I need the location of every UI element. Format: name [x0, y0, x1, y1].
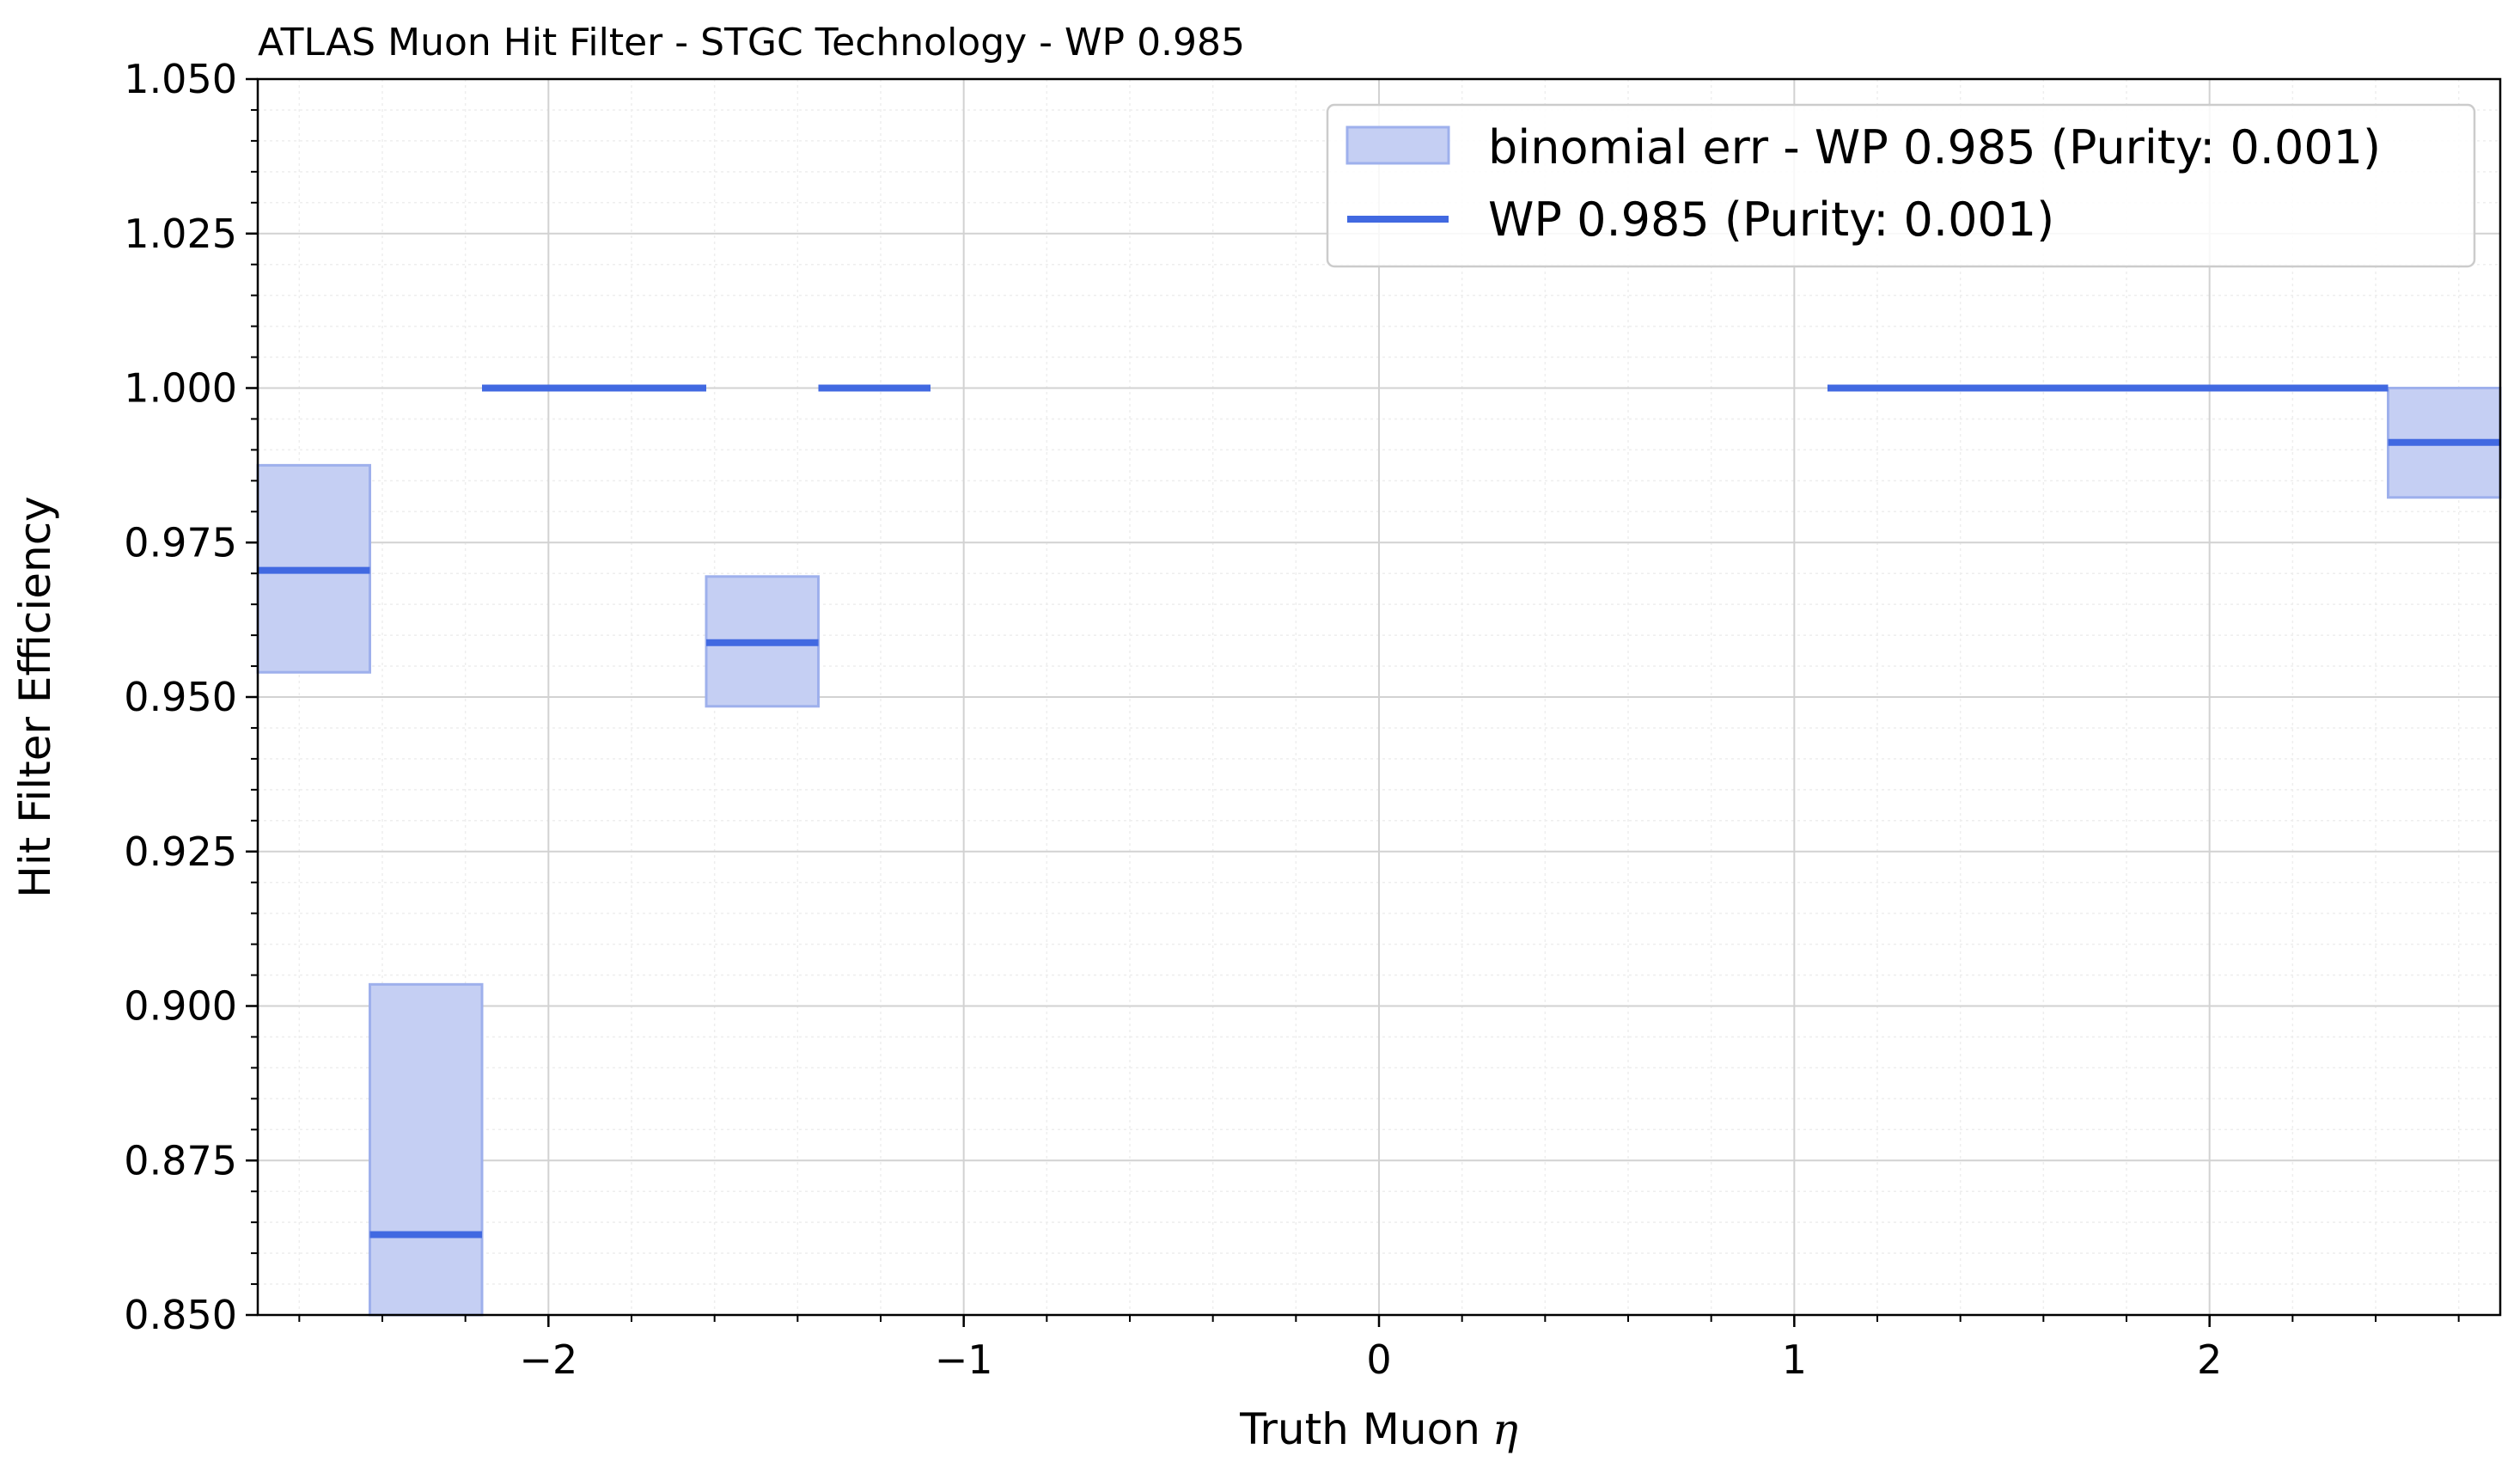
- y-tick-label: 0.925: [124, 829, 237, 875]
- y-tick-label: 0.975: [124, 519, 237, 566]
- x-tick-label: −1: [935, 1336, 993, 1383]
- legend-label-line: WP 0.985 (Purity: 0.001): [1488, 193, 2054, 247]
- y-tick-label: 1.025: [124, 211, 237, 257]
- y-axis-label: Hit Filter Efficiency: [10, 496, 60, 898]
- y-tick-label: 0.875: [124, 1137, 237, 1183]
- x-tick-label: 0: [1366, 1336, 1391, 1383]
- y-tick-labels: 0.850 0.875 0.900 0.925 0.950 0.975 1.000 1.025…: [124, 56, 237, 1338]
- legend-swatch-band: [1345, 125, 1450, 165]
- y-tick-label: 0.950: [124, 674, 237, 720]
- x-axis-label-text: Truth Muon: [1239, 1404, 1480, 1454]
- efficiency-steps: [258, 384, 2500, 1238]
- x-axis-label-symbol: η: [1492, 1404, 1518, 1454]
- error-band: [369, 982, 484, 1317]
- legend-box: [1326, 103, 2476, 268]
- axis-ticks: [246, 77, 2460, 1327]
- y-tick-label: 1.050: [124, 56, 237, 102]
- chart-title: ATLAS Muon Hit Filter - STGC Technology …: [258, 21, 1245, 64]
- y-tick-label: 0.900: [124, 983, 237, 1030]
- x-tick-labels: −2 −1 0 1 2: [519, 1336, 2222, 1383]
- legend-label-band: binomial err - WP 0.985 (Purity: 0.001): [1488, 120, 2381, 174]
- y-tick-label: 0.850: [124, 1292, 237, 1338]
- x-tick-label: −2: [519, 1336, 577, 1383]
- y-tick-label: 1.000: [124, 365, 237, 412]
- x-tick-label: 1: [1782, 1336, 1807, 1383]
- x-axis-label: Truth Muon η: [1239, 1404, 1518, 1454]
- x-tick-label: 2: [2197, 1336, 2222, 1383]
- legend: binomial err - WP 0.985 (Purity: 0.001) …: [1326, 103, 2476, 268]
